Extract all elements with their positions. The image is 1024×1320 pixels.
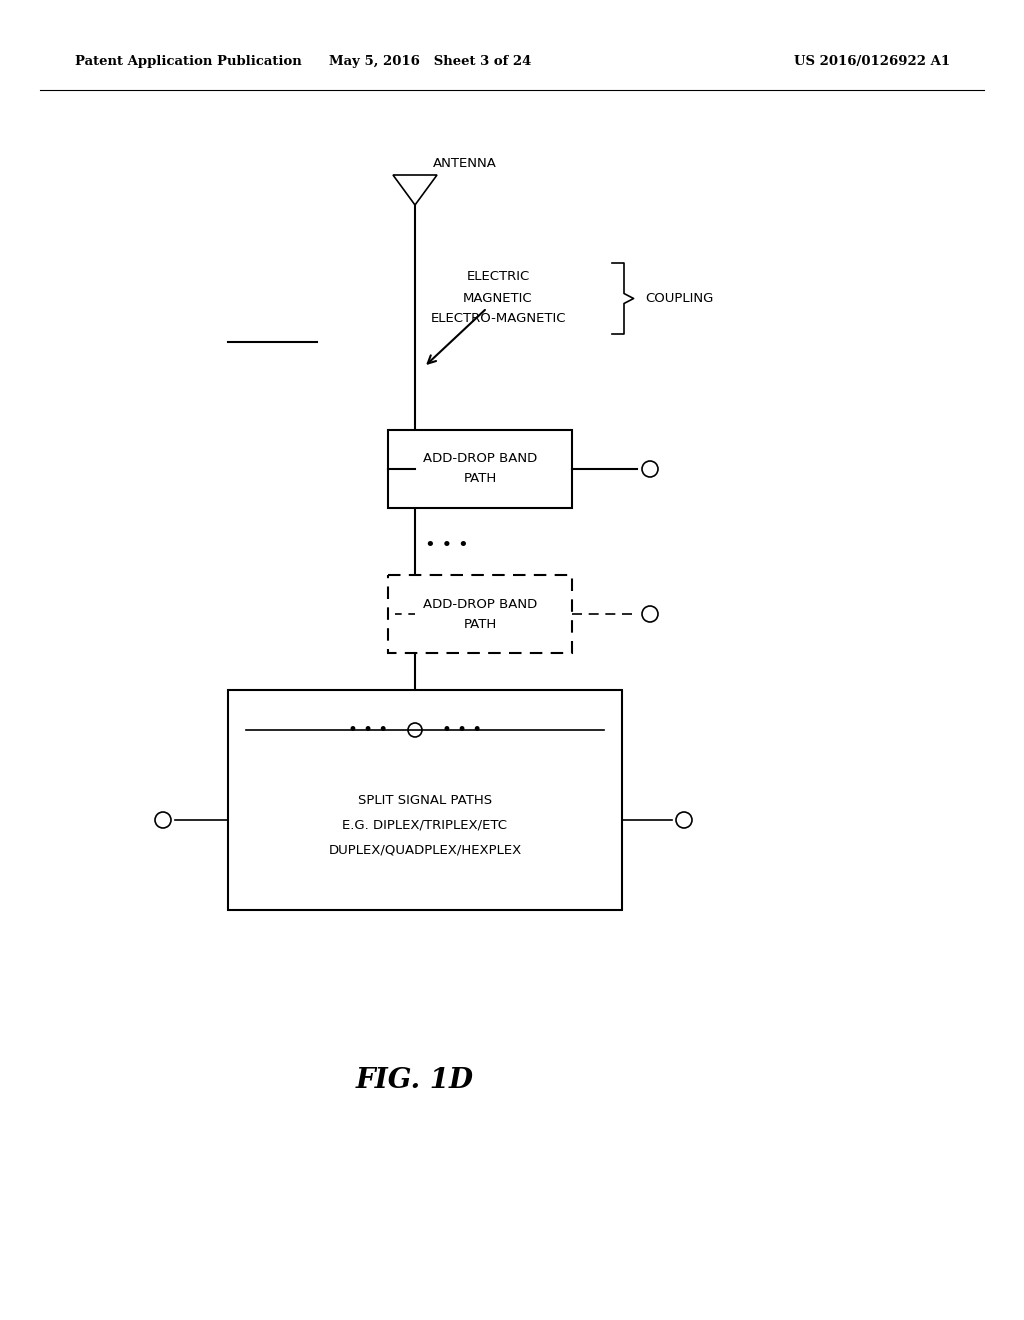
- Text: • • •: • • •: [348, 721, 388, 739]
- Text: PATH: PATH: [464, 618, 497, 631]
- Text: FIG. 1D: FIG. 1D: [356, 1067, 474, 1093]
- Text: US 2016/0126922 A1: US 2016/0126922 A1: [794, 55, 950, 69]
- Text: COUPLING: COUPLING: [645, 292, 714, 305]
- Text: ANTENNA: ANTENNA: [433, 157, 497, 170]
- Text: ADD-DROP BAND: ADD-DROP BAND: [423, 598, 538, 610]
- Text: MAGNETIC: MAGNETIC: [463, 292, 532, 305]
- Bar: [388, 430, 572, 508]
- Text: Patent Application Publication: Patent Application Publication: [75, 55, 302, 69]
- Text: DUPLEX/QUADPLEX/HEXPLEX: DUPLEX/QUADPLEX/HEXPLEX: [329, 843, 521, 857]
- Text: SPLIT SIGNAL PATHS: SPLIT SIGNAL PATHS: [358, 793, 493, 807]
- Text: ELECTRIC: ELECTRIC: [466, 271, 529, 284]
- Bar: [388, 576, 572, 653]
- Bar: [228, 690, 622, 909]
- Text: • • •: • • •: [442, 721, 482, 739]
- Text: ADD-DROP BAND: ADD-DROP BAND: [423, 453, 538, 466]
- Text: May 5, 2016   Sheet 3 of 24: May 5, 2016 Sheet 3 of 24: [329, 55, 531, 69]
- Text: ELECTRO-MAGNETIC: ELECTRO-MAGNETIC: [430, 313, 565, 326]
- Text: E.G. DIPLEX/TRIPLEX/ETC: E.G. DIPLEX/TRIPLEX/ETC: [342, 818, 508, 832]
- Text: PATH: PATH: [464, 473, 497, 486]
- Text: • • •: • • •: [425, 536, 469, 554]
